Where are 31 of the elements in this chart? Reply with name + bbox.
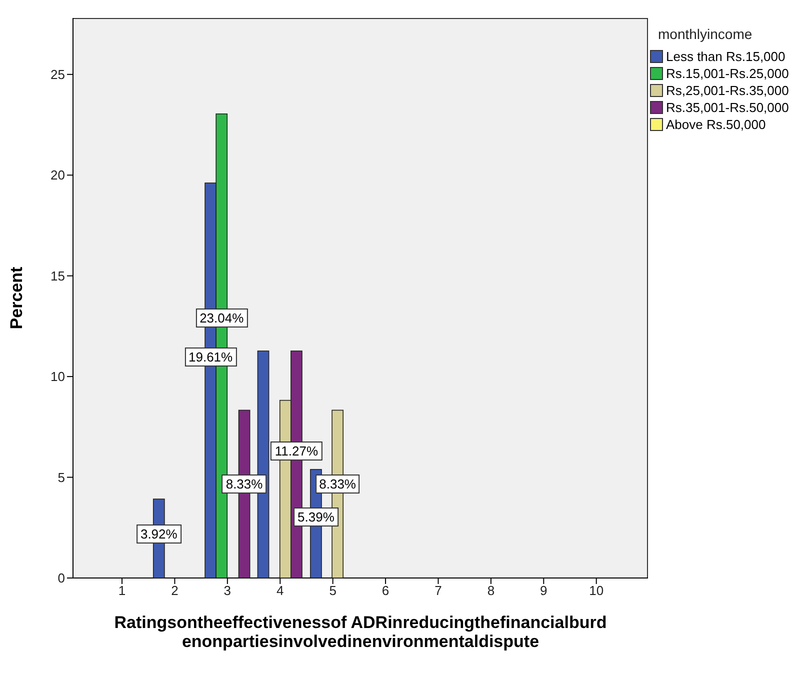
x-tick-label: 5 xyxy=(329,583,336,598)
x-tick-label: 10 xyxy=(589,583,604,598)
data-label: 8.33% xyxy=(315,474,360,494)
x-tick-label: 7 xyxy=(434,583,442,598)
y-tick-label: 25 xyxy=(50,67,65,82)
x-tick-label: 2 xyxy=(171,583,178,598)
x-tick-label: 1 xyxy=(118,583,126,598)
x-tick-label: 6 xyxy=(382,583,390,598)
y-tick-label: 5 xyxy=(58,470,65,485)
legend-title: monthlyincome xyxy=(658,26,754,42)
legend-label: Less than Rs.15,000 xyxy=(666,49,786,64)
x-tick-label: 9 xyxy=(540,583,548,598)
legend-label: Above Rs.50,000 xyxy=(666,117,766,132)
x-tick-label: 8 xyxy=(487,583,495,598)
data-label: 11.27% xyxy=(270,441,322,460)
x-tick-label: 3 xyxy=(224,583,232,598)
data-label: 19.61% xyxy=(184,347,237,366)
legend-label: Rs.35,001-Rs.50,000 xyxy=(666,100,789,115)
data-label: 3.92% xyxy=(136,524,182,544)
data-label: 8.33% xyxy=(222,474,267,494)
y-tick-label: 0 xyxy=(58,570,65,586)
x-axis-title: Ratingsontheeffectivenessof ADRinreducingthefinancialburdenonpartiesinvolvedinenvironmentaldispute xyxy=(113,613,608,651)
data-label: 5.39% xyxy=(294,508,338,527)
legend-label: Rs.15,001-Rs.25,000 xyxy=(666,66,789,81)
legend-label: Rs,25,001-Rs.35,000 xyxy=(666,83,789,98)
y-tick-label: 10 xyxy=(50,369,65,384)
y-tick-label: 20 xyxy=(50,168,65,183)
data-label: 23.04% xyxy=(196,308,248,328)
y-axis-title: Percent xyxy=(7,266,26,330)
x-tick-label: 4 xyxy=(276,583,284,598)
y-tick-label: 15 xyxy=(50,268,65,284)
